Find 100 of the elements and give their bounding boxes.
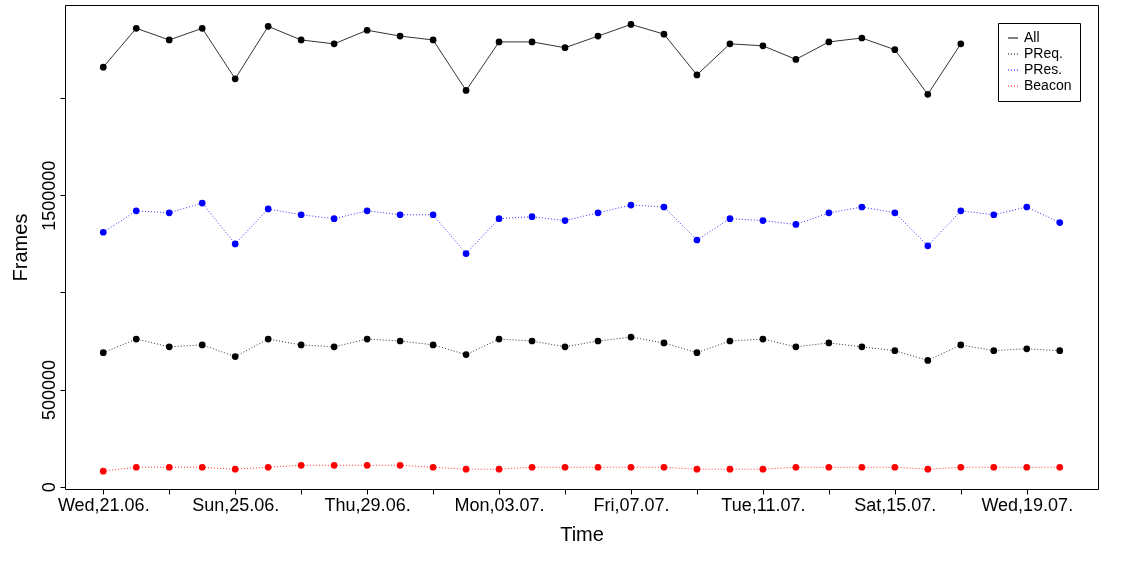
y-tick-label: 1500000 [38,160,59,231]
point [825,463,833,471]
point [429,463,437,471]
point [462,351,470,358]
point [99,349,107,356]
x-tick-label: Mon,03.07. [454,494,545,515]
y-tick-label: 500000 [38,360,59,421]
point [198,199,206,207]
point [660,463,668,471]
point [990,463,998,471]
point [858,463,866,471]
point [363,207,371,215]
point [330,215,338,222]
point [330,40,338,48]
point [792,463,800,471]
point [891,46,899,54]
point [1056,219,1064,226]
y-tick-label: 0 [38,482,59,493]
point [660,30,668,38]
x-tick-label: Sun,25.06. [192,494,280,515]
point [132,335,140,343]
point [231,353,239,360]
point [264,463,272,471]
point [792,221,800,228]
point [924,90,932,98]
x-tick-label: Thu,29.06. [324,494,411,515]
point [792,56,800,63]
point [495,215,503,222]
point [726,215,734,222]
point [759,465,767,473]
point [891,209,899,217]
point [693,349,701,356]
point [627,333,635,341]
point [297,36,305,44]
point [198,341,206,349]
x-tick-label: Sat,15.07. [854,494,937,515]
point [594,337,602,345]
point [231,465,239,473]
point [627,21,635,28]
point [759,217,767,224]
point [627,201,635,209]
point [957,207,965,215]
point [396,211,404,219]
point [726,465,734,473]
point [594,463,602,471]
point [363,26,371,34]
point [594,209,602,217]
point [1056,347,1064,355]
point [528,213,536,221]
point [429,36,437,44]
point [495,335,503,343]
point [825,38,833,46]
legend-label: All [1024,29,1040,45]
point [990,347,998,355]
point [99,467,107,475]
point [660,203,668,211]
x-tick-label: Fri,07.07. [593,494,670,515]
point [1023,203,1031,211]
point [924,465,932,473]
point [858,34,866,42]
point [462,250,470,257]
point [561,217,569,224]
point [528,337,536,345]
point [462,87,470,94]
point [924,357,932,364]
point [132,463,140,471]
point [594,32,602,40]
point [297,341,305,349]
point [660,339,668,347]
point [330,343,338,351]
point [528,38,536,46]
point [792,343,800,351]
point [198,463,206,471]
point [396,461,404,469]
point [363,461,371,469]
point [825,209,833,217]
point [231,75,239,83]
point [1023,463,1031,471]
x-tick-label: Wed,19.07. [981,494,1074,515]
point [825,339,833,347]
x-tick-label: Wed,21.06. [57,494,150,515]
point [99,63,107,71]
point [957,40,965,48]
point [759,42,767,50]
point [495,465,503,473]
point [462,465,470,473]
point [726,40,734,48]
point [198,24,206,32]
point [231,240,239,248]
point [1056,463,1064,471]
point [396,337,404,345]
point [396,32,404,40]
x-axis-title: Time [560,522,604,545]
point [726,337,734,345]
y-axis-title: Frames [8,213,31,282]
point [561,44,569,52]
legend-label: PRes. [1024,61,1063,77]
point [429,211,437,219]
point [165,463,173,471]
point [957,341,965,349]
